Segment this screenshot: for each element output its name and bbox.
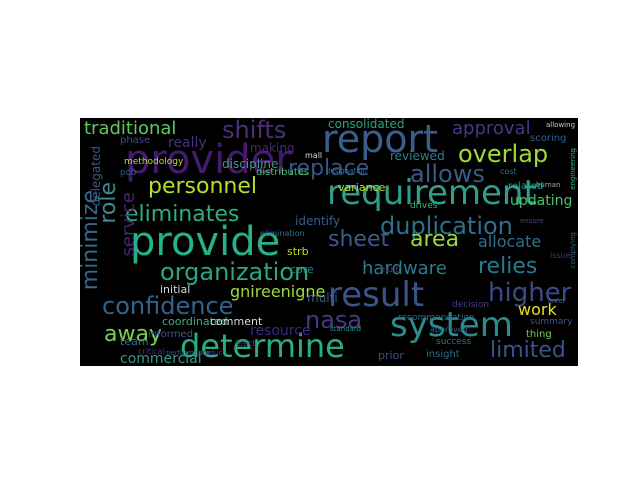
word-level: level bbox=[548, 297, 565, 305]
word-comment: comment bbox=[210, 315, 263, 328]
word-elect: elect bbox=[236, 339, 256, 348]
word-really: really bbox=[168, 135, 207, 151]
word-success: success bbox=[436, 337, 472, 347]
word-duplication: duplication bbox=[380, 212, 513, 240]
word-provide: provide bbox=[130, 219, 281, 265]
word-pcb: pcb bbox=[120, 168, 137, 178]
word-standard: standard bbox=[330, 325, 362, 333]
word-engineering: engineering bbox=[569, 148, 577, 190]
word-shifts: shifts bbox=[222, 118, 287, 144]
word-approved: approved bbox=[430, 325, 468, 334]
word-confidence: confidence bbox=[102, 292, 234, 320]
word-distributes: distributes bbox=[256, 167, 310, 178]
word-human: human bbox=[536, 181, 561, 189]
word-critical: critical bbox=[138, 347, 165, 356]
word-variance: variance bbox=[338, 181, 386, 194]
word-scoring: scoring bbox=[530, 133, 567, 144]
word-identify: identify bbox=[295, 214, 341, 228]
word-informed: informed bbox=[148, 329, 193, 340]
word-cloud: provider report requirement provide result sy… bbox=[80, 118, 578, 366]
word-organization: organization bbox=[160, 258, 310, 286]
word-methodology: methodology bbox=[124, 157, 184, 167]
word-delegated: delegated bbox=[89, 146, 103, 207]
word-higher: higher bbox=[488, 278, 572, 308]
word-cost: cost bbox=[500, 167, 517, 176]
word-provider: provider bbox=[125, 137, 292, 183]
word-prior: prior bbox=[378, 349, 404, 362]
word-recommendation: recommendation bbox=[398, 313, 475, 323]
word-insight: insight bbox=[426, 349, 460, 360]
word-traditional: traditional bbox=[84, 118, 177, 139]
word-thing: thing bbox=[526, 329, 552, 340]
word-multi: multi bbox=[380, 265, 401, 274]
word-allowing: allowing bbox=[546, 121, 576, 129]
word-requirement: requirement bbox=[327, 173, 537, 213]
word-related: related bbox=[508, 181, 544, 192]
word-team: team bbox=[120, 335, 149, 348]
word-discipline: discipline bbox=[222, 157, 279, 171]
word-gnireenigne: gnireenigne bbox=[230, 282, 326, 301]
word-reviewed: reviewed bbox=[390, 149, 445, 163]
word-overlap: overlap bbox=[458, 140, 549, 168]
word-report: report bbox=[322, 118, 439, 161]
word-initial: initial bbox=[160, 283, 191, 296]
word-coordinated: coordinated bbox=[162, 315, 228, 328]
word-phase: phase bbox=[120, 135, 151, 146]
word-allows: allows bbox=[410, 160, 485, 188]
word-allocate: allocate bbox=[478, 232, 542, 251]
word-result: result bbox=[328, 275, 425, 315]
word-elimination: elimination bbox=[260, 229, 305, 238]
word-updating: updating bbox=[510, 193, 573, 209]
word-mall: mall bbox=[305, 151, 323, 160]
word-relies: relies bbox=[478, 254, 538, 279]
word-drives: drives bbox=[410, 201, 438, 211]
word-making: making bbox=[250, 141, 295, 155]
word-summary: summary bbox=[530, 317, 573, 327]
word-limited: limited bbox=[490, 338, 566, 363]
word-resource: resource bbox=[250, 323, 311, 339]
word-approval: approval bbox=[452, 118, 531, 139]
word-multi: multi bbox=[307, 291, 338, 305]
word-determine: determine bbox=[180, 327, 345, 365]
word-sheet: sheet bbox=[328, 227, 390, 252]
word-nasa: nasa bbox=[305, 306, 363, 334]
word-ensure: ensure bbox=[520, 217, 544, 225]
word-designation: designation bbox=[326, 167, 367, 175]
word-service: service bbox=[118, 192, 139, 257]
word-decision: decision bbox=[452, 300, 490, 310]
word-commercial: commercial bbox=[120, 351, 202, 366]
word-complying: complying bbox=[569, 232, 577, 269]
word-system: system bbox=[390, 305, 513, 345]
word-strb: strb bbox=[287, 245, 309, 258]
word-away: away bbox=[104, 322, 162, 347]
word-issue: issue bbox=[550, 251, 571, 260]
word-area: area bbox=[410, 227, 460, 252]
word-replace: replace bbox=[288, 156, 370, 181]
word-consolidated: consolidated bbox=[328, 118, 405, 131]
word-hardware: hardware bbox=[362, 258, 447, 279]
word-performance: performance bbox=[166, 349, 211, 357]
word-product: product bbox=[198, 349, 225, 357]
word-personnel: personnel bbox=[148, 174, 258, 199]
word-eliminates: eliminates bbox=[125, 202, 240, 227]
word-work: work bbox=[518, 300, 557, 319]
word-core: core bbox=[290, 263, 314, 276]
